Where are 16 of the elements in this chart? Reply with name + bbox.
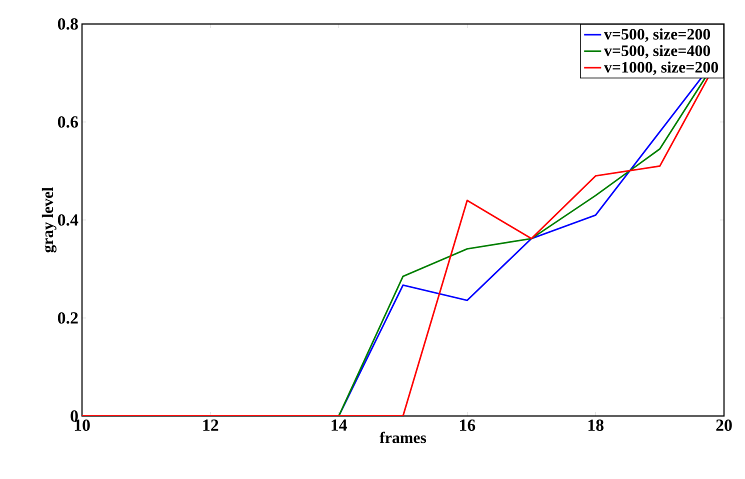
x-tick-label: 16	[460, 420, 476, 431]
legend-label: v=1000, size=200	[604, 61, 718, 75]
y-tick-label: 0.2	[58, 312, 78, 324]
y-tick-label: 0	[70, 410, 78, 422]
legend-label: v=500, size=400	[604, 44, 710, 58]
y-tick-label: 0.4	[58, 214, 78, 226]
x-tick-label: 12	[203, 420, 218, 431]
legend-label: v=500, size=200	[604, 28, 710, 42]
y-tick-label: 0.6	[58, 116, 78, 128]
y-tick-label: 0.8	[58, 18, 78, 30]
x-tick-label: 10	[74, 420, 90, 431]
x-tick-label: 18	[588, 420, 604, 431]
y-axis-title: gray level	[42, 187, 56, 253]
x-tick-label: 20	[716, 420, 732, 431]
x-axis-title: frames	[380, 432, 426, 444]
x-tick-label: 14	[332, 420, 347, 431]
